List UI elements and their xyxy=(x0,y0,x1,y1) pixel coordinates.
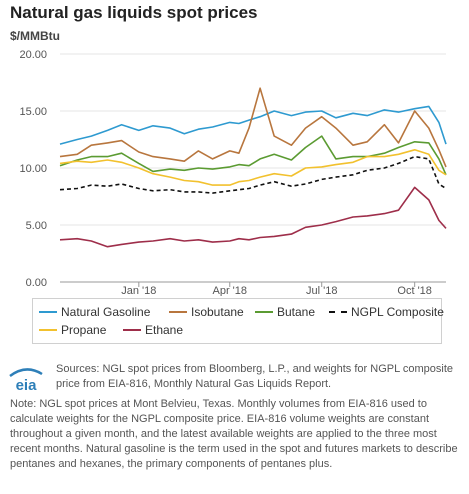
legend-item-natural-gasoline: Natural Gasoline xyxy=(39,305,150,319)
series-line-butane xyxy=(59,135,447,176)
y-axis-unit-label: $/MMBtu xyxy=(10,29,60,43)
logo-arc xyxy=(9,368,43,378)
legend-swatch xyxy=(255,310,273,313)
legend-label: Propane xyxy=(61,323,107,337)
gridlines xyxy=(60,53,446,283)
legend-item-propane: Propane xyxy=(39,323,106,337)
legend-swatch xyxy=(329,310,347,313)
legend-swatch xyxy=(39,328,57,331)
series-line-ngpl-composite xyxy=(59,155,447,194)
x-tick-label: Apr '18 xyxy=(213,285,248,296)
series-line-ethane xyxy=(59,186,447,248)
legend-item-butane: Butane xyxy=(255,305,315,319)
series-line-propane xyxy=(59,149,447,186)
note-text: Note: NGL spot prices at Mont Belvieu, T… xyxy=(10,398,458,470)
series-line-natural-gasoline xyxy=(59,105,447,145)
line-chart: 0.00 5.00 10.00 15.00 20.00 Jan '18 Apr '18 Ju… xyxy=(19,49,447,296)
x-tick-label: Jan '18 xyxy=(121,285,156,296)
chart-title: Natural gas liquids spot prices xyxy=(10,3,258,22)
legend-item-ethane: Ethane xyxy=(123,323,183,337)
eia-logo: eia xyxy=(9,368,43,394)
x-tick-label: Jul '18 xyxy=(306,285,337,296)
x-tick-label: Oct '18 xyxy=(397,285,432,296)
y-tick-label: 0.00 xyxy=(26,277,47,289)
y-tick-label: 10.00 xyxy=(19,163,47,175)
y-tick-label: 20.00 xyxy=(19,49,47,61)
legend-label: NGPL Composite xyxy=(351,305,444,319)
series-line-isobutane xyxy=(59,87,447,168)
y-tick-label: 15.00 xyxy=(19,106,47,118)
legend-swatch xyxy=(169,310,187,313)
legend-item-isobutane: Isobutane xyxy=(169,305,244,319)
legend-label: Isobutane xyxy=(191,305,244,319)
y-tick-label: 5.00 xyxy=(26,220,47,232)
sources-text: Sources: NGL spot prices from Bloomberg,… xyxy=(56,363,453,390)
series-lines xyxy=(59,87,447,248)
legend-swatch xyxy=(123,328,141,331)
legend-label: Butane xyxy=(277,305,316,319)
logo-text: eia xyxy=(16,377,38,394)
legend-item-ngpl-composite: NGPL Composite xyxy=(329,305,444,319)
legend-label: Natural Gasoline xyxy=(61,305,151,319)
legend-swatch xyxy=(39,310,57,313)
y-axis-ticks: 0.00 5.00 10.00 15.00 20.00 xyxy=(19,49,47,289)
x-axis-ticks: Jan '18 Apr '18 Jul '18 Oct '18 xyxy=(121,282,432,296)
legend-label: Ethane xyxy=(145,323,184,337)
chart-legend: Natural Gasoline Isobutane Butane NGPL C… xyxy=(32,298,444,344)
